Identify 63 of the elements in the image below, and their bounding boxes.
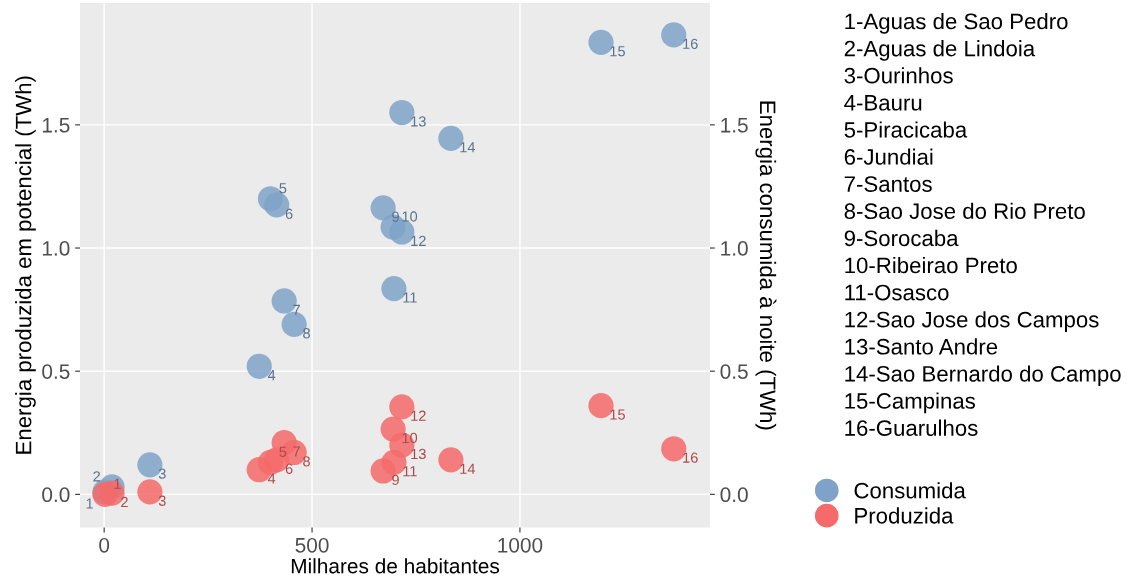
x-tick-label: 0 xyxy=(99,537,110,553)
y-tick-label: 1.5 xyxy=(42,118,70,133)
annotation: 2 xyxy=(93,471,100,482)
annotation: 8 xyxy=(303,328,310,339)
text: 4-Bauru xyxy=(844,95,922,111)
annotation: 16 xyxy=(683,38,698,49)
legend-label: Consumida xyxy=(854,482,966,499)
annotation: 4 xyxy=(267,370,276,381)
y-axis-title: Energia produzida em potencial (TWh) xyxy=(15,76,36,454)
text: 15-Campinas xyxy=(845,392,976,414)
y2-tick-label: 0.5 xyxy=(720,364,748,379)
text: 7-Santos xyxy=(844,176,932,192)
annotation: 12 xyxy=(411,410,426,421)
annotation: 3 xyxy=(158,495,166,506)
annotation: 7 xyxy=(293,446,300,457)
annotation: 14 xyxy=(460,142,476,153)
annotation: 6 xyxy=(285,463,293,474)
annotation: 15 xyxy=(610,409,625,420)
x-tick-label: 1000 xyxy=(498,537,543,553)
annotation: 11 xyxy=(403,466,417,477)
text: 9-Sorocaba xyxy=(844,229,959,247)
text: 1-Aguas de Sao Pedro xyxy=(845,12,1068,34)
annotation: 4 xyxy=(267,473,276,484)
annotation: 9 xyxy=(392,211,399,222)
annotation: 13 xyxy=(411,448,426,460)
text: 6-Jundiai xyxy=(844,148,933,165)
annotation: 2 xyxy=(121,496,128,508)
y2-tick-label: 1.0 xyxy=(721,241,748,256)
y-tick-label: 0.5 xyxy=(42,364,70,379)
annotation: 5 xyxy=(279,446,287,457)
annotation: 16 xyxy=(683,452,698,463)
annotation: 14 xyxy=(460,463,476,474)
text: 16-Guarulhos xyxy=(845,419,978,436)
y2-tick-label: 1.5 xyxy=(721,118,748,133)
x-axis-title: Milhares de habitantes xyxy=(291,558,500,574)
text: 10-Ribeirao Preto xyxy=(845,256,1017,274)
annotation: 8 xyxy=(303,456,310,467)
annotation: 9 xyxy=(392,474,399,485)
y2-tick-label: 0.0 xyxy=(720,487,748,503)
text: 8-Sao Jose do Rio Preto xyxy=(844,202,1085,220)
annotation: 3 xyxy=(158,468,166,479)
annotation: 15 xyxy=(610,46,625,57)
y-tick-label: 1.0 xyxy=(42,241,70,256)
text: 12-Sao Jose dos Campos xyxy=(845,311,1099,332)
annotation: 6 xyxy=(285,208,293,219)
y-tick-label: 0.0 xyxy=(42,487,70,503)
annotation: 13 xyxy=(411,116,426,127)
annotation: 1 xyxy=(114,478,121,489)
text: 14-Sao Bernardo do Campo xyxy=(845,365,1121,387)
text: 2-Aguas de Lindoia xyxy=(844,40,1036,61)
annotation: 10 xyxy=(402,211,418,222)
text: 11-Osasco xyxy=(845,284,949,301)
legend-label: Produzida xyxy=(855,507,954,524)
x-tick-label: 500 xyxy=(295,537,329,553)
text: 13-Santo Andre xyxy=(845,338,998,355)
annotation: 7 xyxy=(293,304,300,315)
y2-axis-title: Energia consumida à noite (TWh) xyxy=(755,101,777,430)
annotation: 1 xyxy=(86,498,93,509)
text: 3-Ourinhos xyxy=(844,67,953,84)
annotation: 11 xyxy=(403,292,417,303)
text: 5-Piracicaba xyxy=(844,121,968,138)
annotation: 12 xyxy=(411,235,426,246)
annotation: 5 xyxy=(279,183,287,194)
